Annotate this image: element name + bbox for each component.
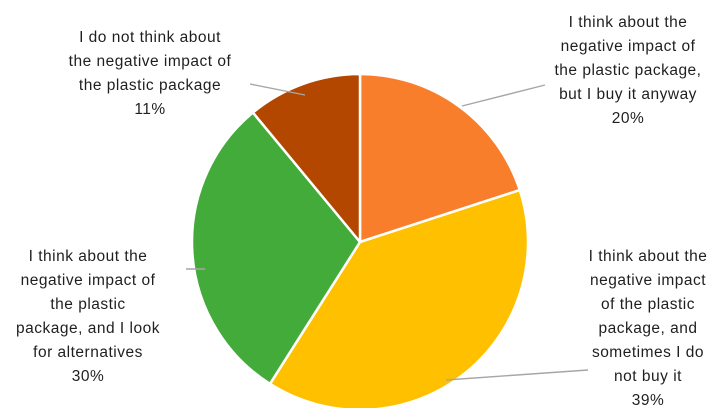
slice-label-line: but I buy it anyway xyxy=(559,86,697,103)
slice-label-line: of the plastic xyxy=(601,296,695,313)
pie-slices xyxy=(190,72,530,408)
slice-label-line: package, and xyxy=(598,320,697,337)
leader-line-4 xyxy=(249,83,306,96)
slice-label-line: I do not think about xyxy=(79,29,221,46)
slice-label-line: for alternatives xyxy=(33,344,143,361)
slice-label-3: I think about the negative impact of the p… xyxy=(16,248,160,385)
slice-label-line: the plastic xyxy=(50,296,125,313)
slice-label-line: package, and I look xyxy=(16,320,160,337)
pie-slice-3 xyxy=(190,111,362,386)
slice-label-line: the negative impact of xyxy=(69,53,232,70)
slice-label-line: I think about the xyxy=(569,14,688,31)
slice-label-2: I think about the negative impact of the p… xyxy=(589,248,708,408)
slice-label-4: I do not think about the negative impact … xyxy=(69,29,232,118)
slice-label-line: negative impact of xyxy=(21,272,156,289)
leader-line-2 xyxy=(445,369,589,381)
slice-labels: I think about the negative impact of the p… xyxy=(16,14,707,408)
slice-percent-label: 20% xyxy=(612,110,645,127)
slice-label-1: I think about the negative impact of the p… xyxy=(554,14,701,127)
slice-label-line: I think about the xyxy=(29,248,148,265)
leader-lines xyxy=(186,83,589,381)
leader-line-1 xyxy=(461,84,546,107)
slice-percent-label: 30% xyxy=(72,368,105,385)
slice-percent-label: 39% xyxy=(632,392,665,408)
slice-label-line: negative impact xyxy=(590,272,706,289)
slice-label-line: the plastic package xyxy=(79,77,221,94)
slice-label-line: negative impact of xyxy=(561,38,696,55)
pie-slice-2 xyxy=(268,188,530,408)
pie-slice-4 xyxy=(251,72,362,244)
pie-slice-1 xyxy=(358,72,522,244)
slice-label-line: I think about the xyxy=(589,248,708,265)
slice-label-line: sometimes I do xyxy=(592,344,704,361)
slice-label-line: not buy it xyxy=(614,368,682,385)
slice-label-line: the plastic package, xyxy=(554,62,701,79)
slice-percent-label: 11% xyxy=(134,101,165,118)
